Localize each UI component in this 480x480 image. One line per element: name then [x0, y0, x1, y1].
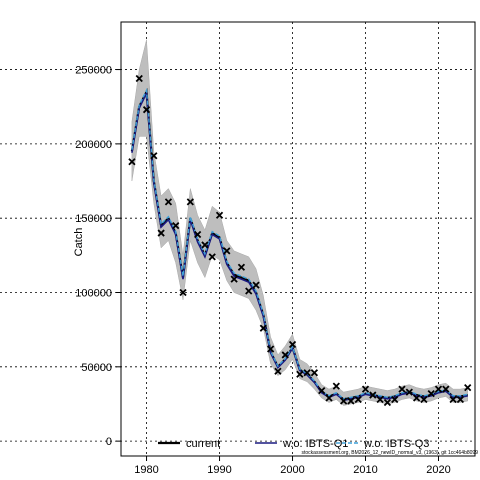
y-axis: 0 50000 100000 150000 200000 250000	[75, 65, 121, 448]
observed-point-30	[347, 397, 355, 405]
plot-frame	[120, 21, 476, 457]
legend-label-2: w.o. IBTS-Q3	[363, 438, 429, 450]
observed-point-25	[310, 369, 319, 377]
observed-point-40	[420, 395, 428, 404]
observed-point-22	[288, 340, 297, 349]
observed-point-8	[186, 198, 194, 206]
observed-points	[128, 74, 472, 407]
legend: current w.o. IBTS-Q1 w.o. IBTS-Q3	[158, 438, 429, 450]
y-tick-label-1: 50000	[81, 362, 112, 374]
legend-label-1: w.o. IBTS-Q1	[282, 438, 348, 450]
x-axis: 1980 1990 2000 2010 2020	[134, 456, 451, 476]
observed-point-23	[296, 370, 304, 378]
observed-point-4	[157, 229, 165, 237]
x-tick-label-2: 2000	[280, 464, 304, 476]
observed-point-34	[376, 395, 384, 404]
series-line-1	[131, 90, 468, 402]
observed-point-41	[427, 389, 435, 398]
observed-point-31	[354, 395, 362, 404]
x-tick-label-4: 2020	[426, 464, 450, 476]
y-tick-label-2: 100000	[75, 288, 112, 300]
x-tick-label-1: 1990	[207, 464, 231, 476]
observed-point-16	[245, 287, 253, 295]
observed-point-29	[339, 397, 348, 405]
observed-point-20	[274, 367, 282, 375]
observed-point-7	[179, 288, 187, 297]
x-tick-label-0: 1980	[134, 464, 158, 476]
observed-point-9	[194, 230, 202, 239]
observed-point-21	[281, 351, 289, 359]
observed-point-11	[208, 253, 216, 261]
observed-point-10	[201, 241, 209, 249]
observed-point-32	[361, 385, 370, 393]
observed-point-44	[449, 395, 457, 404]
series-line-2	[131, 87, 468, 400]
y-tick-label-0: 0	[106, 436, 112, 448]
observed-point-19	[266, 345, 275, 353]
observed-point-12	[215, 211, 224, 219]
observed-point-43	[442, 385, 450, 393]
grid	[0, 22, 475, 456]
observed-point-33	[369, 391, 377, 399]
y-tick-label-4: 200000	[75, 139, 112, 151]
observed-point-18	[259, 324, 267, 332]
x-tick-label-3: 2010	[353, 464, 377, 476]
observed-point-26	[318, 386, 326, 395]
observed-point-38	[405, 388, 413, 396]
series-lines	[130, 87, 468, 402]
series-line-0	[130, 87, 468, 401]
observed-point-6	[172, 221, 180, 230]
observed-point-1	[135, 74, 143, 83]
observed-point-2	[142, 106, 151, 114]
observed-point-35	[383, 398, 392, 407]
legend-label-0: current	[186, 438, 220, 450]
observed-point-46	[464, 383, 472, 392]
observed-point-15	[237, 263, 246, 271]
y-tick-label-5: 250000	[75, 65, 112, 77]
observed-point-0	[128, 158, 136, 166]
footnote: stockassessment.org, BM2026_12_newID_nor…	[302, 450, 479, 456]
observed-point-28	[332, 382, 340, 390]
observed-point-17	[252, 281, 260, 289]
y-tick-label-3: 150000	[75, 213, 112, 225]
observed-point-24	[303, 369, 311, 377]
observed-point-45	[456, 395, 465, 404]
observed-point-14	[230, 275, 238, 283]
observed-point-39	[412, 394, 421, 402]
observed-point-36	[391, 395, 399, 404]
observed-point-42	[434, 385, 443, 393]
observed-point-37	[398, 385, 406, 393]
confidence-band	[131, 39, 468, 406]
observed-point-3	[150, 152, 158, 160]
observed-point-27	[325, 394, 333, 402]
observed-point-13	[223, 247, 231, 255]
y-axis-title: Catch	[73, 228, 85, 257]
observed-point-5	[164, 198, 173, 206]
